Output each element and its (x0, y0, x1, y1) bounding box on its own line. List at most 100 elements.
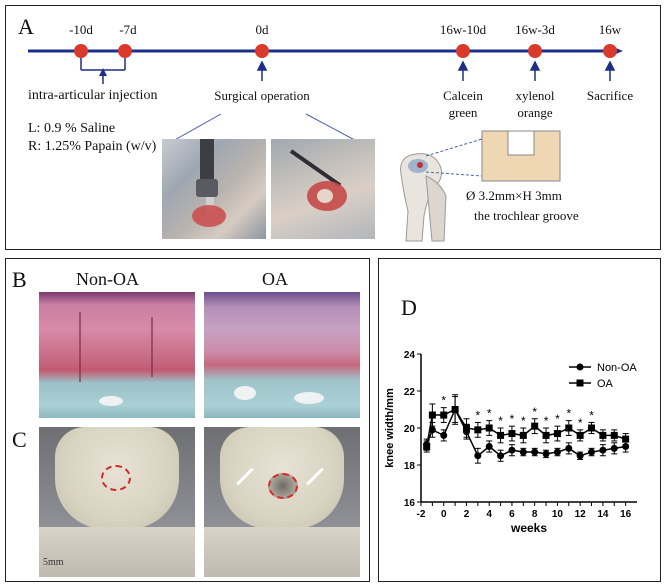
knee-schematic (400, 130, 561, 242)
x-tick-label: 4 (486, 509, 492, 520)
surgery-photo-2 (271, 139, 375, 239)
panel-a-label: A (18, 14, 34, 39)
knee-photo-oa (204, 427, 360, 577)
significance-mark: * (510, 412, 515, 426)
event-calcein-1: Calcein (443, 88, 483, 103)
data-point-square (428, 411, 436, 419)
event-injection: intra-articular injection (28, 88, 158, 103)
data-point-square (599, 431, 607, 439)
defect-site: the trochlear groove (474, 208, 579, 223)
significance-mark: * (555, 412, 560, 426)
y-tick-label: 18 (404, 461, 416, 472)
data-point-circle (565, 444, 573, 452)
significance-mark: * (544, 414, 549, 428)
data-point-square (485, 424, 493, 432)
data-point-circle (576, 452, 584, 460)
x-tick-label: 8 (532, 509, 538, 520)
x-tick-label: 2 (464, 509, 470, 520)
x-tick-label: 0 (441, 509, 447, 520)
y-tick-label: 20 (404, 424, 416, 435)
marker-minus10d (74, 44, 88, 58)
marker-16w-10d (456, 44, 470, 58)
panel-a: A (5, 5, 661, 250)
surgery-photo-1 (162, 139, 266, 239)
x-tick-label: 10 (552, 509, 564, 520)
legend-marker-circle (576, 363, 584, 371)
panel-bc: B Non-OA OA C 5mm (5, 258, 370, 582)
data-point-square (588, 424, 596, 432)
timeline (28, 44, 623, 242)
timepoint-16w-3d: 16w-3d (515, 22, 555, 37)
data-point-circle (599, 446, 607, 454)
event-surgery: Surgical operation (214, 88, 310, 103)
timepoint-minus10d: -10d (69, 22, 93, 37)
marker-0d (255, 44, 269, 58)
timepoint-0d: 0d (255, 22, 269, 37)
significance-mark: * (566, 407, 571, 421)
histology-non-oa (39, 292, 195, 418)
data-point-square (519, 431, 527, 439)
col-label-non-oa: Non-OA (76, 269, 139, 289)
data-point-circle (542, 450, 550, 458)
x-axis-label: weeks (510, 521, 547, 535)
x-tick-label: 6 (509, 509, 515, 520)
data-point-square (531, 422, 539, 430)
x-tick-label: 12 (575, 509, 587, 520)
marker-16w-3d (528, 44, 542, 58)
data-point-circle (553, 448, 561, 456)
group-left: L: 0.9 % Saline (28, 121, 116, 136)
data-point-square (508, 430, 516, 438)
group-right: R: 1.25% Papain (w/v) (28, 139, 157, 154)
ruler-label-non-oa: 5mm (43, 557, 64, 568)
data-point-circle (497, 452, 505, 460)
data-point-circle (440, 431, 448, 439)
data-point-circle (474, 452, 482, 460)
significance-mark: * (521, 414, 526, 428)
event-xylenol-2: orange (517, 105, 553, 120)
data-point-circle (485, 443, 493, 450)
timepoint-minus7d: -7d (119, 22, 137, 37)
marker-minus7d (118, 44, 132, 58)
data-point-circle (610, 444, 618, 452)
data-point-square (474, 426, 482, 434)
data-point-square (622, 435, 630, 443)
panel-c-label: C (12, 427, 27, 452)
legend-label: OA (597, 378, 614, 390)
significance-mark: * (532, 405, 537, 419)
data-point-circle (531, 448, 539, 456)
event-arrows (256, 60, 616, 81)
col-label-oa: OA (262, 269, 288, 289)
marker-16w (603, 44, 617, 58)
x-tick-label: 16 (620, 509, 632, 520)
y-tick-label: 24 (404, 350, 416, 361)
significance-mark: * (498, 414, 503, 428)
data-point-square (497, 431, 505, 439)
histology-oa (204, 292, 360, 418)
panel-b-label: B (12, 267, 27, 292)
data-point-square (462, 424, 470, 432)
significance-mark: * (441, 394, 446, 408)
panel-d-label: D (401, 295, 417, 320)
data-point-square (542, 431, 550, 439)
data-point-circle (588, 448, 596, 456)
data-point-circle (508, 446, 516, 454)
panel-d: D 16 18 20 22 24 -2 0 2 4 6 8 10 12 14 16 weeks knee wid… (378, 258, 661, 582)
data-point-square (451, 406, 459, 413)
defect-size: Ø 3.2mm×H 3mm (466, 188, 562, 203)
timepoint-16w-10d: 16w-10d (439, 22, 487, 37)
legend-marker-square (576, 379, 584, 387)
data-point-square (423, 443, 431, 450)
timepoint-16w: 16w (598, 22, 622, 37)
significance-mark: * (476, 408, 481, 422)
significance-mark: * (578, 416, 583, 430)
data-point-square (576, 431, 584, 439)
data-point-square (553, 430, 561, 438)
significance-mark: * (589, 408, 594, 422)
x-tick-label: -2 (417, 509, 426, 520)
y-tick-label: 16 (404, 498, 416, 509)
y-tick-label: 22 (404, 387, 416, 398)
timeline-markers (74, 44, 617, 58)
event-xylenol-1: xylenol (515, 88, 555, 103)
data-point-square (440, 411, 448, 419)
